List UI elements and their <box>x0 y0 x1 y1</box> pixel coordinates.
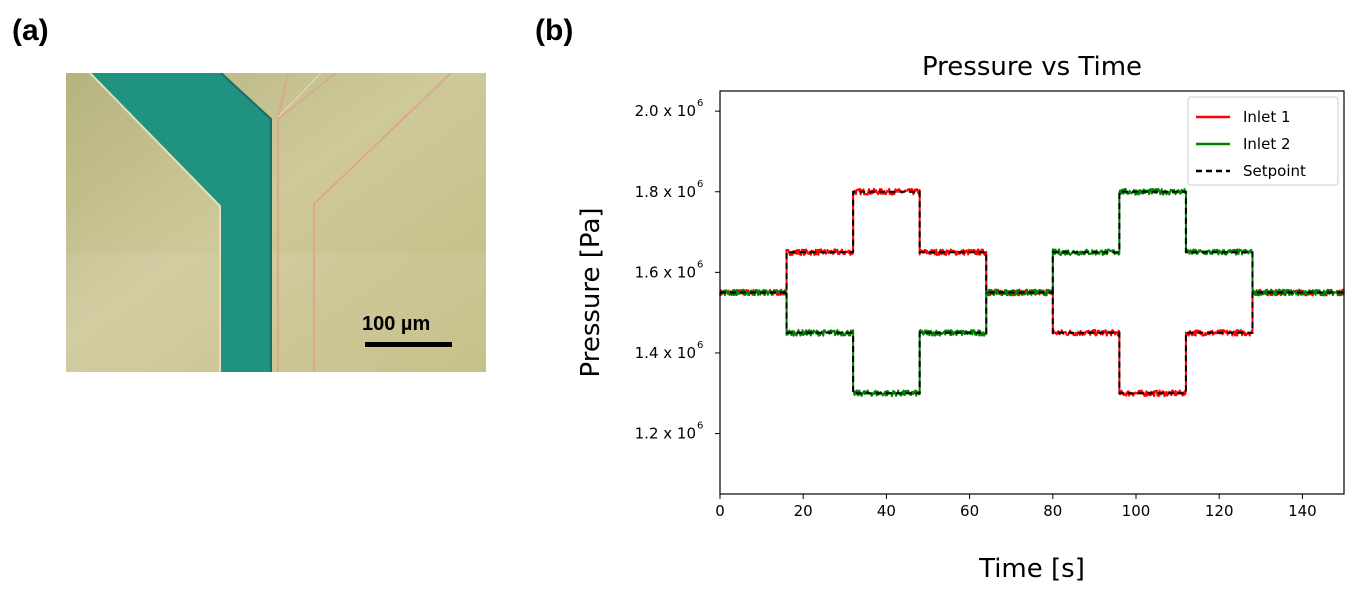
side-channel-wall-2 <box>277 73 337 120</box>
series-line-setpoint <box>720 190 1344 395</box>
series-line-inlet-2 <box>719 187 1345 398</box>
y-tick-exponent: 6 <box>697 340 703 351</box>
pressure-chart: 0 20 40 60 80 100 120 140 1.2 x 10 6 1.4 x 10 6 1.6 … <box>560 40 1357 590</box>
fluid-channel <box>90 73 271 372</box>
panel-label-b: (b) <box>535 14 574 47</box>
x-tick-label: 100 <box>1122 502 1151 520</box>
side-channel-wall-3 <box>313 73 452 372</box>
panel-label-a: (a) <box>12 14 49 47</box>
legend-label-inlet-1: Inlet 1 <box>1243 108 1291 126</box>
y-tick-label: 1.2 x 10 <box>635 425 696 443</box>
x-axis-label: Time [s] <box>978 554 1085 584</box>
side-channel-wall-4 <box>277 73 322 118</box>
y-tick-exponent: 6 <box>697 98 703 109</box>
y-tick-exponent: 6 <box>697 421 703 432</box>
series-line-setpoint-mirror <box>785 190 1254 395</box>
legend-box <box>1187 96 1339 186</box>
y-tick-exponent: 6 <box>697 179 703 190</box>
microscope-image: 100 µm <box>66 73 486 372</box>
x-tick-label: 140 <box>1288 502 1317 520</box>
x-tick-label: 60 <box>960 502 979 520</box>
plot-frame <box>719 90 1345 495</box>
legend-label-setpoint: Setpoint <box>1243 162 1306 180</box>
x-tick-label: 0 <box>715 502 725 520</box>
y-tick-label: 1.8 x 10 <box>635 183 696 201</box>
channel-wall-left <box>89 73 221 372</box>
x-tick-label: 120 <box>1205 502 1234 520</box>
channel-wall-right <box>220 73 272 372</box>
y-tick-label: 1.4 x 10 <box>635 344 696 362</box>
y-tick-exponent: 6 <box>697 259 703 270</box>
x-tick-label: 20 <box>794 502 813 520</box>
legend-label-inlet-2: Inlet 2 <box>1243 135 1291 153</box>
scale-bar-label: 100 µm <box>362 313 431 335</box>
y-tick-label: 2.0 x 10 <box>635 102 696 120</box>
y-axis-label: Pressure [Pa] <box>576 207 606 377</box>
y-tick-label: 1.6 x 10 <box>635 263 696 281</box>
scale-bar <box>365 342 452 347</box>
micrograph-shading <box>66 253 486 372</box>
micrograph-background <box>66 73 486 372</box>
x-tick-label: 40 <box>877 502 896 520</box>
x-tick-label: 80 <box>1043 502 1062 520</box>
chart-title: Pressure vs Time <box>922 52 1142 82</box>
